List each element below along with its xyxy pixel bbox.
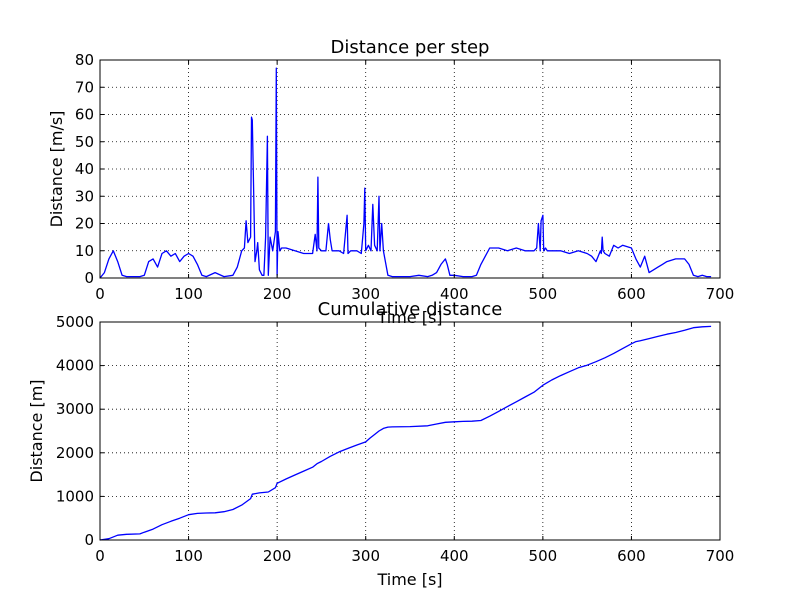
chart-distance-per-step: 0 100 200 300 400 500 600 700 0 10 20 30 40 50 60 70 80… [47,37,734,327]
x-tick-label: 600 [617,285,646,303]
chart-title: Distance per step [331,37,490,58]
chart-title: Cumulative distance [318,299,503,320]
plot-area-frame [99,321,721,541]
x-tick-label: 500 [529,285,558,303]
x-tick-label: 300 [351,285,380,303]
y-tick-label: 0 [84,531,94,549]
x-tick-label: 500 [529,547,558,565]
y-tick-label: 40 [75,160,94,178]
x-tick-label: 0 [95,285,105,303]
x-tick-label: 400 [440,285,469,303]
y-tick-label: 60 [75,106,94,124]
y-tick-label: 80 [75,51,94,69]
y-axis-label: Distance [m/s] [47,111,66,228]
x-tick-label: 700 [706,285,735,303]
x-tick-label: 100 [174,547,203,565]
y-tick-labels: 0 10 20 30 40 50 60 70 80 [75,51,94,287]
x-tick-label: 100 [174,285,203,303]
y-tick-label: 10 [75,242,94,260]
x-tick-label: 0 [95,547,105,565]
tick-marks [99,59,721,279]
x-tick-label: 700 [706,547,735,565]
y-tick-label: 70 [75,78,94,96]
y-tick-label: 50 [75,133,94,151]
y-tick-label: 5000 [56,313,94,331]
x-tick-label: 300 [351,547,380,565]
y-tick-label: 0 [84,269,94,287]
x-tick-labels: 0 100 200 300 400 500 600 700 [95,547,734,565]
x-tick-labels: 0 100 200 300 400 500 600 700 [95,285,734,303]
y-tick-label: 2000 [56,444,94,462]
x-tick-label: 200 [263,285,292,303]
x-tick-label: 400 [440,547,469,565]
y-tick-label: 30 [75,187,94,205]
y-tick-labels: 0 1000 2000 3000 4000 5000 [56,313,94,549]
x-tick-label: 600 [617,547,646,565]
series-line [99,325,712,541]
y-tick-label: 4000 [56,357,94,375]
x-axis-label: Time [s] [376,570,442,589]
x-tick-label: 200 [263,547,292,565]
y-axis-label: Distance [m] [27,379,46,482]
y-tick-label: 1000 [56,487,94,505]
y-tick-label: 3000 [56,400,94,418]
y-tick-label: 20 [75,215,94,233]
tick-marks [99,321,721,541]
chart-cumulative-distance: 0 100 200 300 400 500 600 700 0 1000 2000 3000 4000… [27,299,734,589]
series-line [99,67,712,279]
